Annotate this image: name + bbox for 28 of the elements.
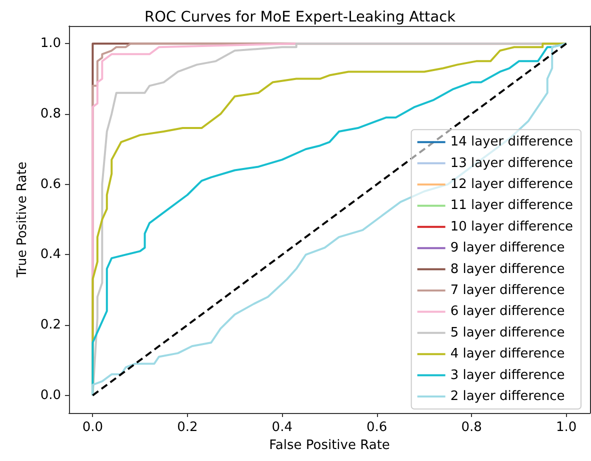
legend-label: 9 layer difference [450,240,565,256]
y-tick-label: 0.2 [40,318,61,333]
legend-label: 13 layer difference [450,156,574,171]
legend-label: 14 layer difference [450,134,574,150]
legend-label: 6 layer difference [450,304,565,320]
chart-title: ROC Curves for MoE Expert-Leaking Attack [144,10,456,26]
x-axis-title: False Positive Rate [269,438,390,453]
x-tick-label: 0.4 [272,420,292,435]
legend-label: 4 layer difference [450,346,565,362]
legend-label: 11 layer difference [450,198,574,214]
y-tick-label: 0.8 [40,106,61,122]
y-axis-title: True Positive Rate [15,162,30,278]
x-tick-label: 1.0 [556,420,577,435]
x-tick-label: 0.0 [82,420,104,435]
legend-label: 2 layer difference [450,389,565,404]
legend-label: 5 layer difference [450,325,565,340]
y-tick-label: 0.4 [40,247,61,262]
y-tick-label: 1.0 [40,36,61,52]
legend-label: 12 layer difference [450,177,574,192]
x-tick-label: 0.8 [461,420,482,435]
legend-label: 3 layer difference [450,368,565,383]
y-tick-label: 0.6 [40,176,61,192]
legend-label: 8 layer difference [450,262,565,277]
x-tick-label: 0.2 [177,420,198,435]
y-tick-label: 0.0 [40,388,61,403]
legend-label: 10 layer difference [450,219,574,234]
x-tick-label: 0.6 [366,420,388,435]
legend-label: 7 layer difference [450,283,565,298]
